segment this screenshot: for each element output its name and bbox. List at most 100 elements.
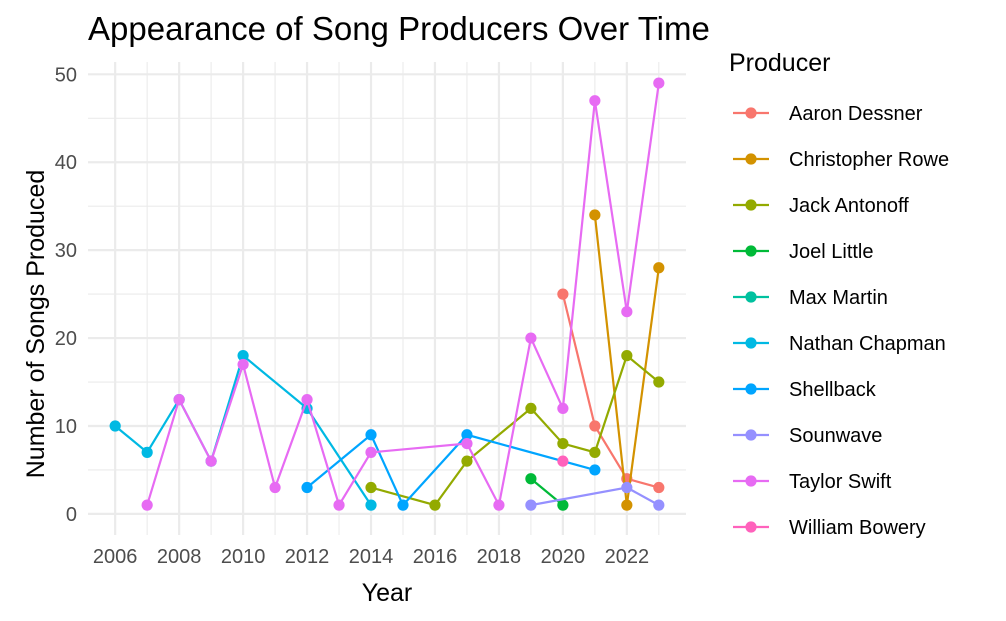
y-axis-tick-labels: 0 10 20 30 40 50 — [55, 64, 77, 526]
data-point-taylor-swift — [269, 481, 281, 494]
legend-items: Aaron Dessner Christopher Rowe Jack Antono… — [733, 103, 949, 539]
legend-key-point — [745, 337, 757, 349]
data-point-jack-antonoff — [589, 446, 601, 458]
series-william-bowery — [557, 455, 569, 467]
data-point-taylor-swift — [621, 306, 633, 318]
legend-label: Nathan Chapman — [789, 333, 946, 355]
data-point-shellback — [397, 499, 409, 511]
data-point-christopher-rowe — [589, 209, 601, 221]
x-tick-label: 2016 — [413, 546, 458, 568]
legend-item-taylor-swift: Taylor Swift — [733, 471, 892, 493]
data-point-jack-antonoff — [653, 376, 665, 388]
data-point-christopher-rowe — [653, 262, 665, 274]
data-point-taylor-swift — [525, 332, 537, 344]
legend-key-point — [745, 475, 757, 487]
legend-item-william-bowery: William Bowery — [733, 517, 926, 539]
y-tick-label: 50 — [55, 64, 77, 86]
legend-key-point — [745, 383, 757, 395]
data-point-joel-little — [525, 473, 537, 485]
x-tick-label: 2012 — [285, 546, 330, 568]
data-point-taylor-swift — [301, 394, 313, 406]
data-point-taylor-swift — [461, 437, 473, 450]
data-point-shellback — [301, 481, 313, 494]
legend-item-shellback: Shellback — [733, 379, 877, 401]
x-axis-title: Year — [362, 579, 413, 607]
data-point-jack-antonoff — [621, 350, 633, 362]
data-point-jack-antonoff — [429, 499, 441, 511]
data-point-sounwave — [621, 481, 633, 494]
series-christopher-rowe — [589, 209, 665, 511]
data-point-sounwave — [525, 499, 537, 511]
legend-label: Sounwave — [789, 425, 882, 447]
legend-label: Christopher Rowe — [789, 149, 949, 171]
data-point-taylor-swift — [365, 446, 377, 458]
legend-item-aaron-dessner: Aaron Dessner — [733, 103, 923, 125]
legend-item-jack-antonoff: Jack Antonoff — [733, 195, 909, 217]
legend-key-point — [745, 291, 757, 303]
y-tick-label: 20 — [55, 328, 77, 350]
y-tick-label: 30 — [55, 240, 77, 262]
series-jack-antonoff — [365, 350, 665, 511]
data-point-christopher-rowe — [621, 499, 633, 511]
data-point-taylor-swift — [141, 499, 153, 511]
series-line-jack-antonoff — [370, 353, 660, 507]
series-aaron-dessner — [557, 288, 665, 494]
legend-item-nathan-chapman: Nathan Chapman — [733, 333, 946, 355]
data-point-jack-antonoff — [525, 402, 537, 414]
data-point-taylor-swift — [557, 402, 569, 414]
data-point-jack-antonoff — [557, 437, 569, 450]
data-point-taylor-swift — [589, 95, 601, 107]
series-joel-little — [525, 473, 569, 511]
legend-item-max-martin: Max Martin — [733, 287, 888, 309]
data-point-jack-antonoff — [461, 455, 473, 467]
data-point-nathan-chapman — [109, 420, 121, 432]
x-tick-label: 2022 — [605, 546, 650, 568]
x-tick-label: 2006 — [93, 546, 138, 568]
x-tick-label: 2010 — [221, 546, 266, 568]
y-tick-label: 40 — [55, 152, 77, 174]
data-point-shellback — [589, 464, 601, 476]
legend-item-christopher-rowe: Christopher Rowe — [733, 149, 949, 171]
legend-key-point — [745, 199, 757, 211]
series-sounwave — [525, 481, 665, 511]
data-point-nathan-chapman — [365, 499, 377, 511]
data-point-joel-little — [557, 499, 569, 511]
legend-label: Shellback — [789, 379, 877, 401]
legend-label: Jack Antonoff — [789, 195, 909, 217]
chart-title: Appearance of Song Producers Over Time — [88, 10, 710, 47]
legend: Producer Aaron Dessner Christopher Rowe Ja… — [729, 49, 949, 539]
data-point-sounwave — [653, 499, 665, 511]
data-point-nathan-chapman — [237, 350, 249, 362]
data-point-shellback — [461, 429, 473, 441]
series-layer — [109, 77, 665, 511]
series-line-aaron-dessner — [561, 293, 660, 489]
legend-key-point — [745, 245, 757, 257]
data-point-taylor-swift — [173, 394, 185, 406]
data-point-taylor-swift — [237, 358, 249, 371]
data-point-aaron-dessner — [653, 481, 665, 494]
data-point-jack-antonoff — [365, 481, 377, 494]
legend-title: Producer — [729, 49, 830, 77]
legend-label: Taylor Swift — [789, 471, 892, 493]
legend-label: Aaron Dessner — [789, 103, 923, 125]
y-tick-label: 10 — [55, 416, 77, 438]
data-point-taylor-swift — [333, 499, 345, 511]
legend-label: Max Martin — [789, 287, 888, 309]
x-tick-label: 2014 — [349, 546, 394, 568]
legend-item-sounwave: Sounwave — [733, 425, 882, 447]
legend-key-point — [745, 429, 757, 441]
data-point-aaron-dessner — [589, 420, 601, 432]
x-tick-label: 2020 — [541, 546, 586, 568]
data-point-aaron-dessner — [557, 288, 569, 300]
legend-label: William Bowery — [789, 517, 926, 539]
x-tick-label: 2018 — [477, 546, 522, 568]
y-axis-title: Number of Songs Produced — [22, 170, 50, 479]
legend-item-joel-little: Joel Little — [733, 241, 874, 263]
data-point-shellback — [365, 429, 377, 441]
legend-label: Joel Little — [789, 241, 874, 263]
data-point-taylor-swift — [653, 77, 665, 89]
data-point-taylor-swift — [205, 455, 217, 467]
y-tick-label: 0 — [66, 504, 77, 526]
legend-key-point — [745, 521, 757, 533]
series-taylor-swift — [141, 77, 665, 511]
